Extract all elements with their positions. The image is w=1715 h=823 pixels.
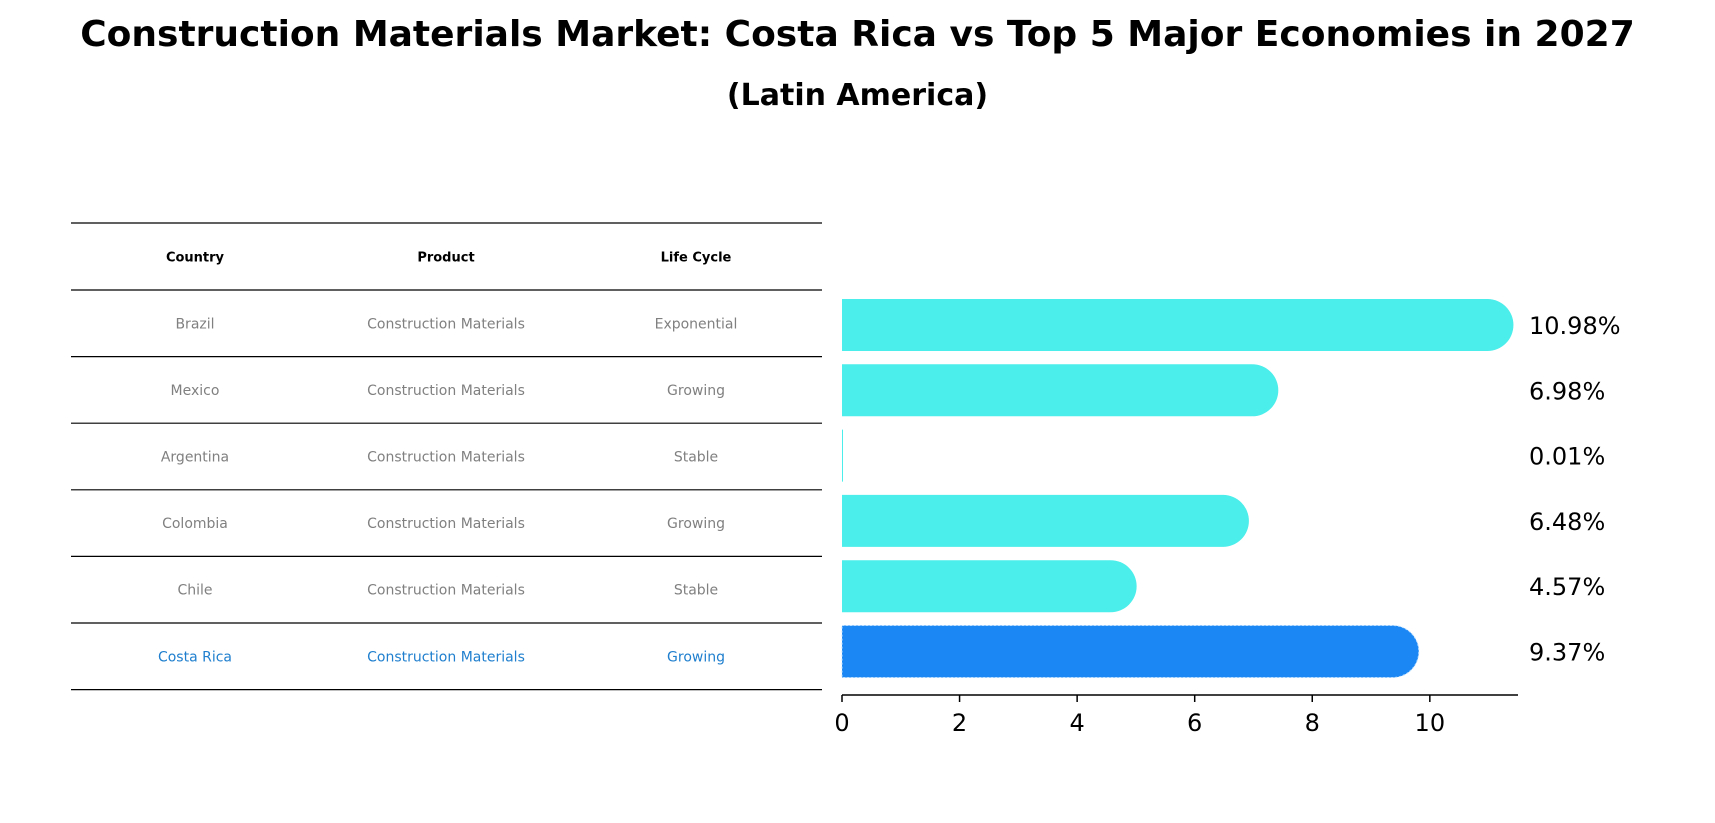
x-tick-label: 10	[1415, 709, 1446, 737]
table-header-cell: Product	[417, 251, 474, 266]
table-cell: Construction Materials	[367, 316, 525, 332]
x-axis: 0 2 4 6 8 10	[834, 694, 1518, 737]
bar-value-label: 6.48%	[1529, 508, 1605, 536]
x-tick-label: 6	[1187, 709, 1202, 737]
bar	[842, 494, 1249, 547]
table-cell: Costa Rica	[158, 649, 232, 665]
table-cell: Exponential	[655, 316, 738, 332]
x-tick-label: 8	[1305, 709, 1320, 737]
bar-series: 10.98% 6.98% 0.01% 6.48% 4.57% 9.37%	[841, 299, 1621, 678]
table-cell: Growing	[667, 383, 725, 399]
table-cell: Construction Materials	[367, 450, 525, 466]
table-cell: Growing	[667, 516, 725, 532]
bar	[842, 299, 1514, 351]
table-header-cell: Life Cycle	[661, 251, 732, 266]
bar-value-label: 0.01%	[1529, 443, 1605, 471]
chart-subtitle: (Latin America)	[726, 78, 989, 113]
table-cell: Argentina	[161, 450, 229, 466]
x-tick-label: 4	[1069, 709, 1084, 737]
table-cell: Brazil	[175, 316, 214, 332]
bar	[842, 429, 843, 482]
table-cell: Construction Materials	[367, 516, 525, 532]
bar	[841, 625, 1420, 678]
bar-value-label: 10.98%	[1529, 312, 1621, 340]
table-cell: Growing	[667, 649, 725, 665]
table-cell: Stable	[674, 450, 718, 466]
bar	[842, 364, 1279, 417]
bar-value-label: 4.57%	[1529, 573, 1605, 601]
x-tick-label: 2	[952, 709, 967, 737]
bar	[842, 560, 1137, 613]
bar-value-label: 9.37%	[1529, 639, 1605, 667]
table-cell: Construction Materials	[367, 383, 525, 399]
chart-title: Construction Materials Market: Costa Ric…	[80, 14, 1635, 55]
x-tick-label: 0	[834, 709, 849, 737]
table-cell: Construction Materials	[367, 583, 525, 599]
table-cell: Stable	[674, 583, 718, 599]
table-header-cell: Country	[166, 251, 225, 266]
table-cell: Chile	[177, 583, 212, 599]
bar-value-label: 6.98%	[1529, 377, 1605, 405]
table-cell: Construction Materials	[367, 649, 525, 665]
data-table: Country Product Life Cycle Brazil Constructi…	[71, 222, 822, 691]
table-cell: Mexico	[171, 383, 220, 399]
table-cell: Colombia	[162, 516, 228, 532]
